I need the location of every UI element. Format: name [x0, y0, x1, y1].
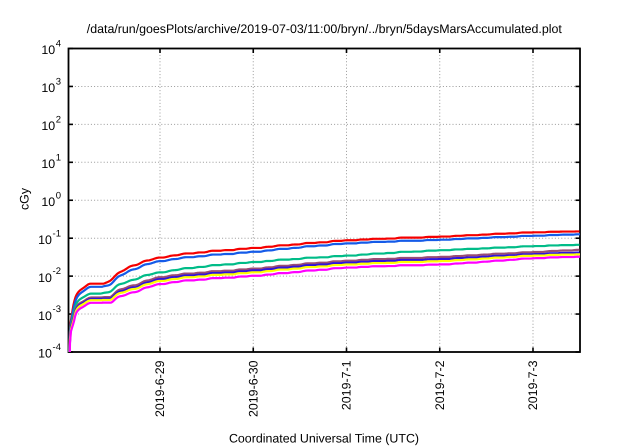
- svg-text:-4: -4: [53, 342, 61, 353]
- svg-text:3: 3: [56, 77, 61, 88]
- svg-text:2019-7-3: 2019-7-3: [526, 360, 540, 410]
- svg-text:10: 10: [41, 81, 55, 95]
- svg-text:10: 10: [41, 119, 55, 133]
- svg-text:-2: -2: [53, 266, 61, 277]
- svg-text:2019-6-29: 2019-6-29: [153, 360, 167, 417]
- svg-text:2019-6-30: 2019-6-30: [246, 360, 260, 417]
- svg-text:10: 10: [38, 271, 52, 285]
- svg-text:/data/run/goesPlots/archive/20: /data/run/goesPlots/archive/2019-07-03/1…: [87, 22, 563, 36]
- svg-text:10: 10: [38, 309, 52, 323]
- svg-text:4: 4: [56, 39, 61, 50]
- svg-text:10: 10: [38, 347, 52, 361]
- svg-text:10: 10: [41, 43, 55, 57]
- svg-text:-1: -1: [53, 228, 61, 239]
- svg-text:Coordinated Universal Time (UT: Coordinated Universal Time (UTC): [229, 432, 419, 446]
- svg-text:2019-7-1: 2019-7-1: [340, 360, 354, 410]
- svg-text:10: 10: [41, 195, 55, 209]
- svg-text:cGy: cGy: [18, 187, 32, 210]
- svg-text:10: 10: [41, 157, 55, 171]
- svg-text:2: 2: [56, 114, 61, 125]
- svg-text:10: 10: [38, 233, 52, 247]
- svg-text:1: 1: [56, 152, 61, 163]
- svg-text:2019-7-2: 2019-7-2: [433, 360, 447, 410]
- svg-text:-3: -3: [53, 304, 61, 315]
- svg-text:0: 0: [56, 190, 61, 201]
